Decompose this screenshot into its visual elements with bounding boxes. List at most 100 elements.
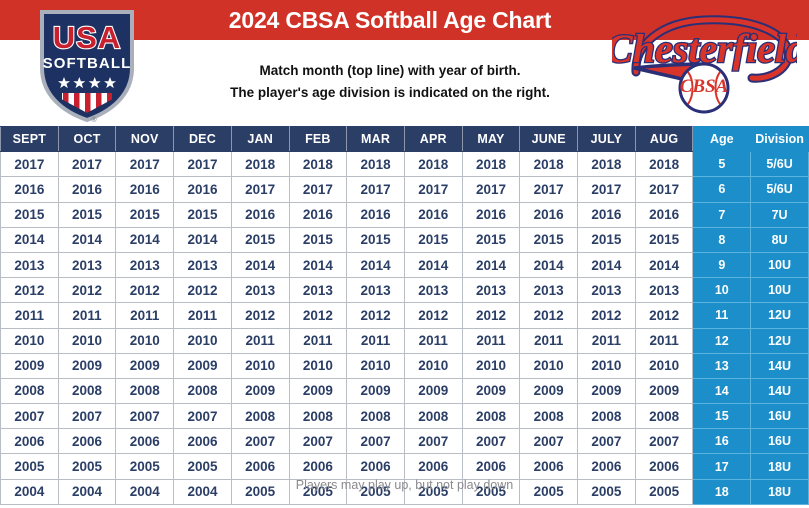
instruction-line-1: Match month (top line) with year of birt… [259, 63, 521, 78]
birth-year-cell: 2014 [288, 251, 348, 279]
svg-text:SOFTBALL: SOFTBALL [43, 55, 132, 72]
age-cell: 8 [692, 226, 752, 253]
birth-year-cell: 2017 [634, 176, 694, 203]
birth-year-cell: 2012 [288, 302, 348, 329]
age-cell: 10 [692, 277, 752, 304]
table-row: 2013 2013 2013 2013 2014 2014 2014 2014 2014 2014… [0, 251, 809, 279]
birth-year-cell: 2011 [403, 327, 463, 354]
birth-year-cell: 2013 [230, 277, 290, 304]
birth-year-cell: 2008 [346, 403, 405, 430]
birth-year-cell: 2007 [115, 403, 175, 430]
birth-year-cell: 2015 [403, 226, 463, 253]
birth-year-cell: 2006 [115, 428, 175, 455]
birth-year-cell: 2006 [288, 453, 348, 480]
birth-year-cell: 2004 [115, 478, 175, 505]
birth-year-cell: 2015 [288, 226, 348, 253]
birth-year-cell: 2004 [0, 478, 59, 505]
birth-year-cell: 2013 [288, 277, 348, 304]
birth-year-cell: 2009 [577, 377, 636, 405]
birth-year-cell: 2007 [577, 428, 636, 455]
birth-year-cell: 2005 [230, 478, 290, 505]
age-cell: 7 [692, 201, 752, 228]
footer-note: Players may play up, but not play down [295, 478, 514, 492]
birth-year-cell: 2018 [403, 151, 463, 178]
table-row: 2016 2016 2016 2016 2017 2017 2017 2017 2017 2017… [0, 176, 809, 203]
birth-year-cell: 2005 [57, 453, 117, 480]
division-cell: 10U [750, 277, 809, 304]
birth-year-cell: 2015 [0, 201, 59, 228]
birth-year-cell: 2009 [57, 352, 117, 379]
birth-year-cell: 2008 [230, 403, 290, 430]
birth-year-cell: 2015 [230, 226, 290, 253]
column-header-division: Division [750, 125, 809, 153]
table-row: 2004 2004 2004 2004 2005 2005 2005 2005 2005 2005… [0, 478, 809, 505]
table-row: 2012 2012 2012 2012 2013 2013 2013 2013 2013 2013… [0, 277, 809, 304]
birth-year-cell: 2017 [0, 151, 59, 178]
birth-year-cell: 2010 [577, 352, 636, 379]
birth-year-cell: 2014 [346, 251, 405, 279]
birth-year-cell: 2006 [230, 453, 290, 480]
birth-year-cell: 2018 [519, 151, 579, 178]
birth-year-cell: 2018 [346, 151, 405, 178]
birth-year-cell: 2013 [461, 277, 521, 304]
birth-year-cell: 2017 [288, 176, 348, 203]
age-chart-table: SEPT OCT NOV DEC JAN FEB MAR APR MAY JUN… [0, 125, 809, 505]
column-header-apr: APR [403, 125, 463, 153]
birth-year-cell: 2008 [115, 377, 175, 405]
title-banner [0, 0, 809, 40]
column-header-aug: AUG [634, 125, 694, 153]
birth-year-cell: 2011 [115, 302, 175, 329]
birth-year-cell: 2006 [577, 453, 636, 480]
birth-year-cell: 2014 [173, 226, 232, 253]
birth-year-cell: 2014 [461, 251, 521, 279]
birth-year-cell: 2006 [173, 428, 232, 455]
birth-year-cell: 2006 [346, 453, 405, 480]
birth-year-cell: 2009 [288, 377, 348, 405]
birth-year-cell: 2010 [461, 352, 521, 379]
birth-year-cell: 2012 [403, 302, 463, 329]
table-header-row: SEPT OCT NOV DEC JAN FEB MAR APR MAY JUN… [0, 125, 809, 153]
birth-year-cell: 2015 [115, 201, 175, 228]
birth-year-cell: 2009 [634, 377, 694, 405]
birth-year-cell: 2009 [173, 352, 232, 379]
birth-year-cell: 2013 [346, 277, 405, 304]
birth-year-cell: 2007 [403, 428, 463, 455]
division-cell: 5/6U [750, 176, 809, 203]
age-cell: 14 [692, 377, 752, 405]
birth-year-cell: 2010 [173, 327, 232, 354]
birth-year-cell: 2017 [57, 151, 117, 178]
birth-year-cell: 2010 [115, 327, 175, 354]
division-cell: 18U [750, 453, 809, 480]
birth-year-cell: 2014 [577, 251, 636, 279]
birth-year-cell: 2011 [0, 302, 59, 329]
birth-year-cell: 2018 [577, 151, 636, 178]
birth-year-cell: 2005 [288, 478, 348, 505]
division-cell: 16U [750, 428, 809, 455]
table-body: 2017 2017 2017 2017 2018 2018 2018 2018 2018 2018… [0, 151, 809, 505]
age-cell: 9 [692, 251, 752, 279]
table-row: 2009 2009 2009 2009 2010 2010 2010 2010 2010 2010… [0, 352, 809, 379]
birth-year-cell: 2006 [519, 453, 579, 480]
birth-year-cell: 2014 [0, 226, 59, 253]
table-row: 2007 2007 2007 2007 2008 2008 2008 2008 2008 2008… [0, 403, 809, 430]
birth-year-cell: 2010 [519, 352, 579, 379]
birth-year-cell: 2013 [173, 251, 232, 279]
birth-year-cell: 2015 [346, 226, 405, 253]
column-header-may: MAY [461, 125, 521, 153]
birth-year-cell: 2010 [634, 352, 694, 379]
birth-year-cell: 2005 [461, 478, 521, 505]
birth-year-cell: 2012 [577, 302, 636, 329]
column-header-nov: NOV [115, 125, 175, 153]
birth-year-cell: 2008 [577, 403, 636, 430]
birth-year-cell: 2006 [634, 453, 694, 480]
column-header-feb: FEB [288, 125, 348, 153]
birth-year-cell: 2008 [403, 403, 463, 430]
birth-year-cell: 2009 [346, 377, 405, 405]
birth-year-cell: 2010 [57, 327, 117, 354]
birth-year-cell: 2015 [461, 226, 521, 253]
division-cell: 18U [750, 478, 809, 505]
birth-year-cell: 2008 [288, 403, 348, 430]
table-row: 2014 2014 2014 2014 2015 2015 2015 2015 2015 2015… [0, 226, 809, 253]
birth-year-cell: 2012 [519, 302, 579, 329]
birth-year-cell: 2018 [461, 151, 521, 178]
